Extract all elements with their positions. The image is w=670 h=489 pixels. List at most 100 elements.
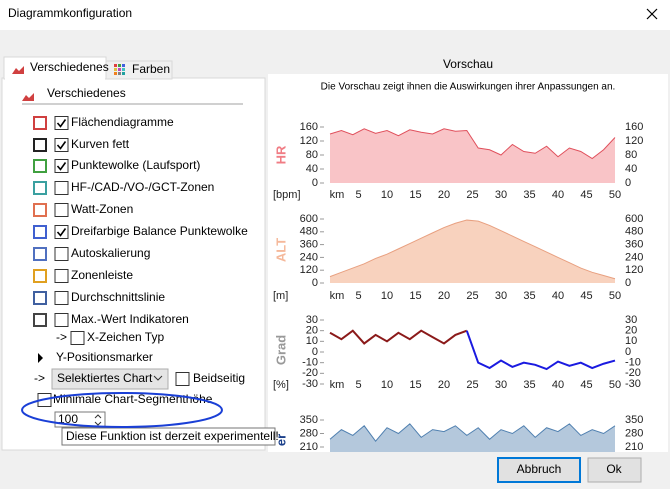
preview-header xyxy=(268,56,668,74)
button-label[interactable]: Ok xyxy=(606,462,622,476)
x-tick-label: 40 xyxy=(552,189,564,201)
y-tick-label: 80 xyxy=(306,149,318,161)
y-tick-label: 350 xyxy=(300,414,318,426)
dropdown[interactable] xyxy=(51,368,169,390)
x-tick-label: 45 xyxy=(580,379,592,391)
x-tick-label: 30 xyxy=(495,379,507,391)
tab-icon xyxy=(12,66,24,74)
option-label[interactable]: Zonenleiste xyxy=(71,268,133,282)
option-icon xyxy=(33,181,47,195)
y2-tick-label: 0 xyxy=(625,177,631,189)
option-label[interactable]: Beidseitig xyxy=(193,371,245,385)
checkbox[interactable] xyxy=(175,372,190,386)
y2-tick-label: 210 xyxy=(625,441,643,453)
highlight-ellipse xyxy=(21,392,223,428)
y2-tick-label: 350 xyxy=(625,414,643,426)
y2-tick-label: 10 xyxy=(625,335,637,347)
checkbox[interactable] xyxy=(54,138,69,152)
y-tick-label: 0 xyxy=(312,346,318,358)
cancel-button[interactable] xyxy=(497,457,581,483)
x-tick-label: 40 xyxy=(552,290,564,302)
checkbox[interactable] xyxy=(54,225,69,239)
close-button[interactable] xyxy=(646,8,658,20)
y2-tick-label: 360 xyxy=(625,239,643,251)
tooltip xyxy=(61,427,276,446)
option-label[interactable]: Durchschnittslinie xyxy=(71,290,165,304)
title-bar xyxy=(0,0,670,30)
checkbox[interactable] xyxy=(70,331,85,345)
checkbox[interactable] xyxy=(54,291,69,305)
y2-tick-label: 20 xyxy=(625,325,637,337)
x-tick-label: 45 xyxy=(580,189,592,201)
checkbox[interactable] xyxy=(54,181,69,195)
option-label[interactable]: Flächendiagramme xyxy=(71,115,174,129)
x-tick-label: 20 xyxy=(438,290,450,302)
option-label[interactable]: Kurven fett xyxy=(71,137,130,151)
x-tick-label: 35 xyxy=(523,290,535,302)
y2-tick-label: 0 xyxy=(625,277,631,289)
option-label[interactable]: Dreifarbige Balance Punktewolke xyxy=(71,224,248,238)
x-axis-label: km xyxy=(330,290,345,302)
x-tick-label: 5 xyxy=(355,379,361,391)
ok-button[interactable] xyxy=(587,457,642,483)
x-tick-label: 45 xyxy=(580,290,592,302)
x-tick-label: 25 xyxy=(466,189,478,201)
x-tick-label: 5 xyxy=(355,189,361,201)
checkmark xyxy=(56,119,67,128)
checkbox[interactable] xyxy=(54,247,69,261)
window-title: Diagrammkonfiguration xyxy=(8,6,132,20)
x-tick-label: 25 xyxy=(466,379,478,391)
y-tick-label: 210 xyxy=(300,441,318,453)
option-icon xyxy=(33,291,47,305)
tab-label[interactable]: Farben xyxy=(132,62,170,76)
chart-label: er xyxy=(273,434,288,446)
y-tick-label: 480 xyxy=(300,226,318,238)
dropdown-value[interactable]: Selektiertes Chart xyxy=(57,371,153,385)
tab-joint xyxy=(5,78,105,80)
x-tick-label: 35 xyxy=(523,189,535,201)
arrow-label: -> xyxy=(34,371,45,385)
y-tick-label: 20 xyxy=(306,325,318,337)
option-label[interactable]: Punktewolke (Laufsport) xyxy=(71,158,200,172)
x-tick-label: 35 xyxy=(523,379,535,391)
option-label[interactable]: Max.-Wert Indikatoren xyxy=(71,312,189,326)
line xyxy=(329,329,468,345)
y2-tick-label: 40 xyxy=(625,163,637,175)
y2-tick-label: 600 xyxy=(625,213,643,225)
y2-tick-label: 0 xyxy=(625,346,631,358)
checkbox[interactable] xyxy=(54,313,69,327)
option-icon xyxy=(33,116,47,130)
expand-arrow[interactable] xyxy=(38,353,43,363)
group-label: Y-Positionsmarker xyxy=(56,350,153,364)
checkbox[interactable] xyxy=(54,159,69,173)
option-icon xyxy=(33,313,47,327)
tab-label[interactable]: Verschiedenes xyxy=(30,60,109,74)
y-tick-label: 360 xyxy=(300,239,318,251)
y-tick-label: 10 xyxy=(306,335,318,347)
section-icon xyxy=(22,93,34,101)
checkbox[interactable] xyxy=(54,269,69,283)
y-tick-label: -10 xyxy=(302,357,318,369)
spin-value[interactable]: 100 xyxy=(58,412,78,426)
x-tick-label: 50 xyxy=(609,379,621,391)
spin-input[interactable] xyxy=(54,411,106,428)
option-label[interactable]: Autoskalierung xyxy=(71,246,150,260)
checkbox[interactable] xyxy=(54,116,69,130)
button-label[interactable]: Abbruch xyxy=(517,462,562,476)
arrow-label: -> xyxy=(56,330,67,344)
option-label[interactable]: Watt-Zonen xyxy=(71,202,133,216)
option-label[interactable]: X-Zeichen Typ xyxy=(87,330,164,344)
line xyxy=(329,128,616,160)
spin-arrows[interactable] xyxy=(94,414,102,426)
chart-label: Grad xyxy=(273,335,288,365)
y2-tick-label: -20 xyxy=(625,367,641,379)
line xyxy=(465,330,616,371)
y-tick-label: 0 xyxy=(312,277,318,289)
option-label[interactable]: HF-/CAD-/VO-/GCT-Zonen xyxy=(71,180,214,194)
y-tick-label: 0 xyxy=(312,177,318,189)
y2-tick-label: 120 xyxy=(625,135,643,147)
checkbox[interactable] xyxy=(54,203,69,217)
x-tick-label: 10 xyxy=(381,379,393,391)
y2-tick-label: 30 xyxy=(625,314,637,326)
